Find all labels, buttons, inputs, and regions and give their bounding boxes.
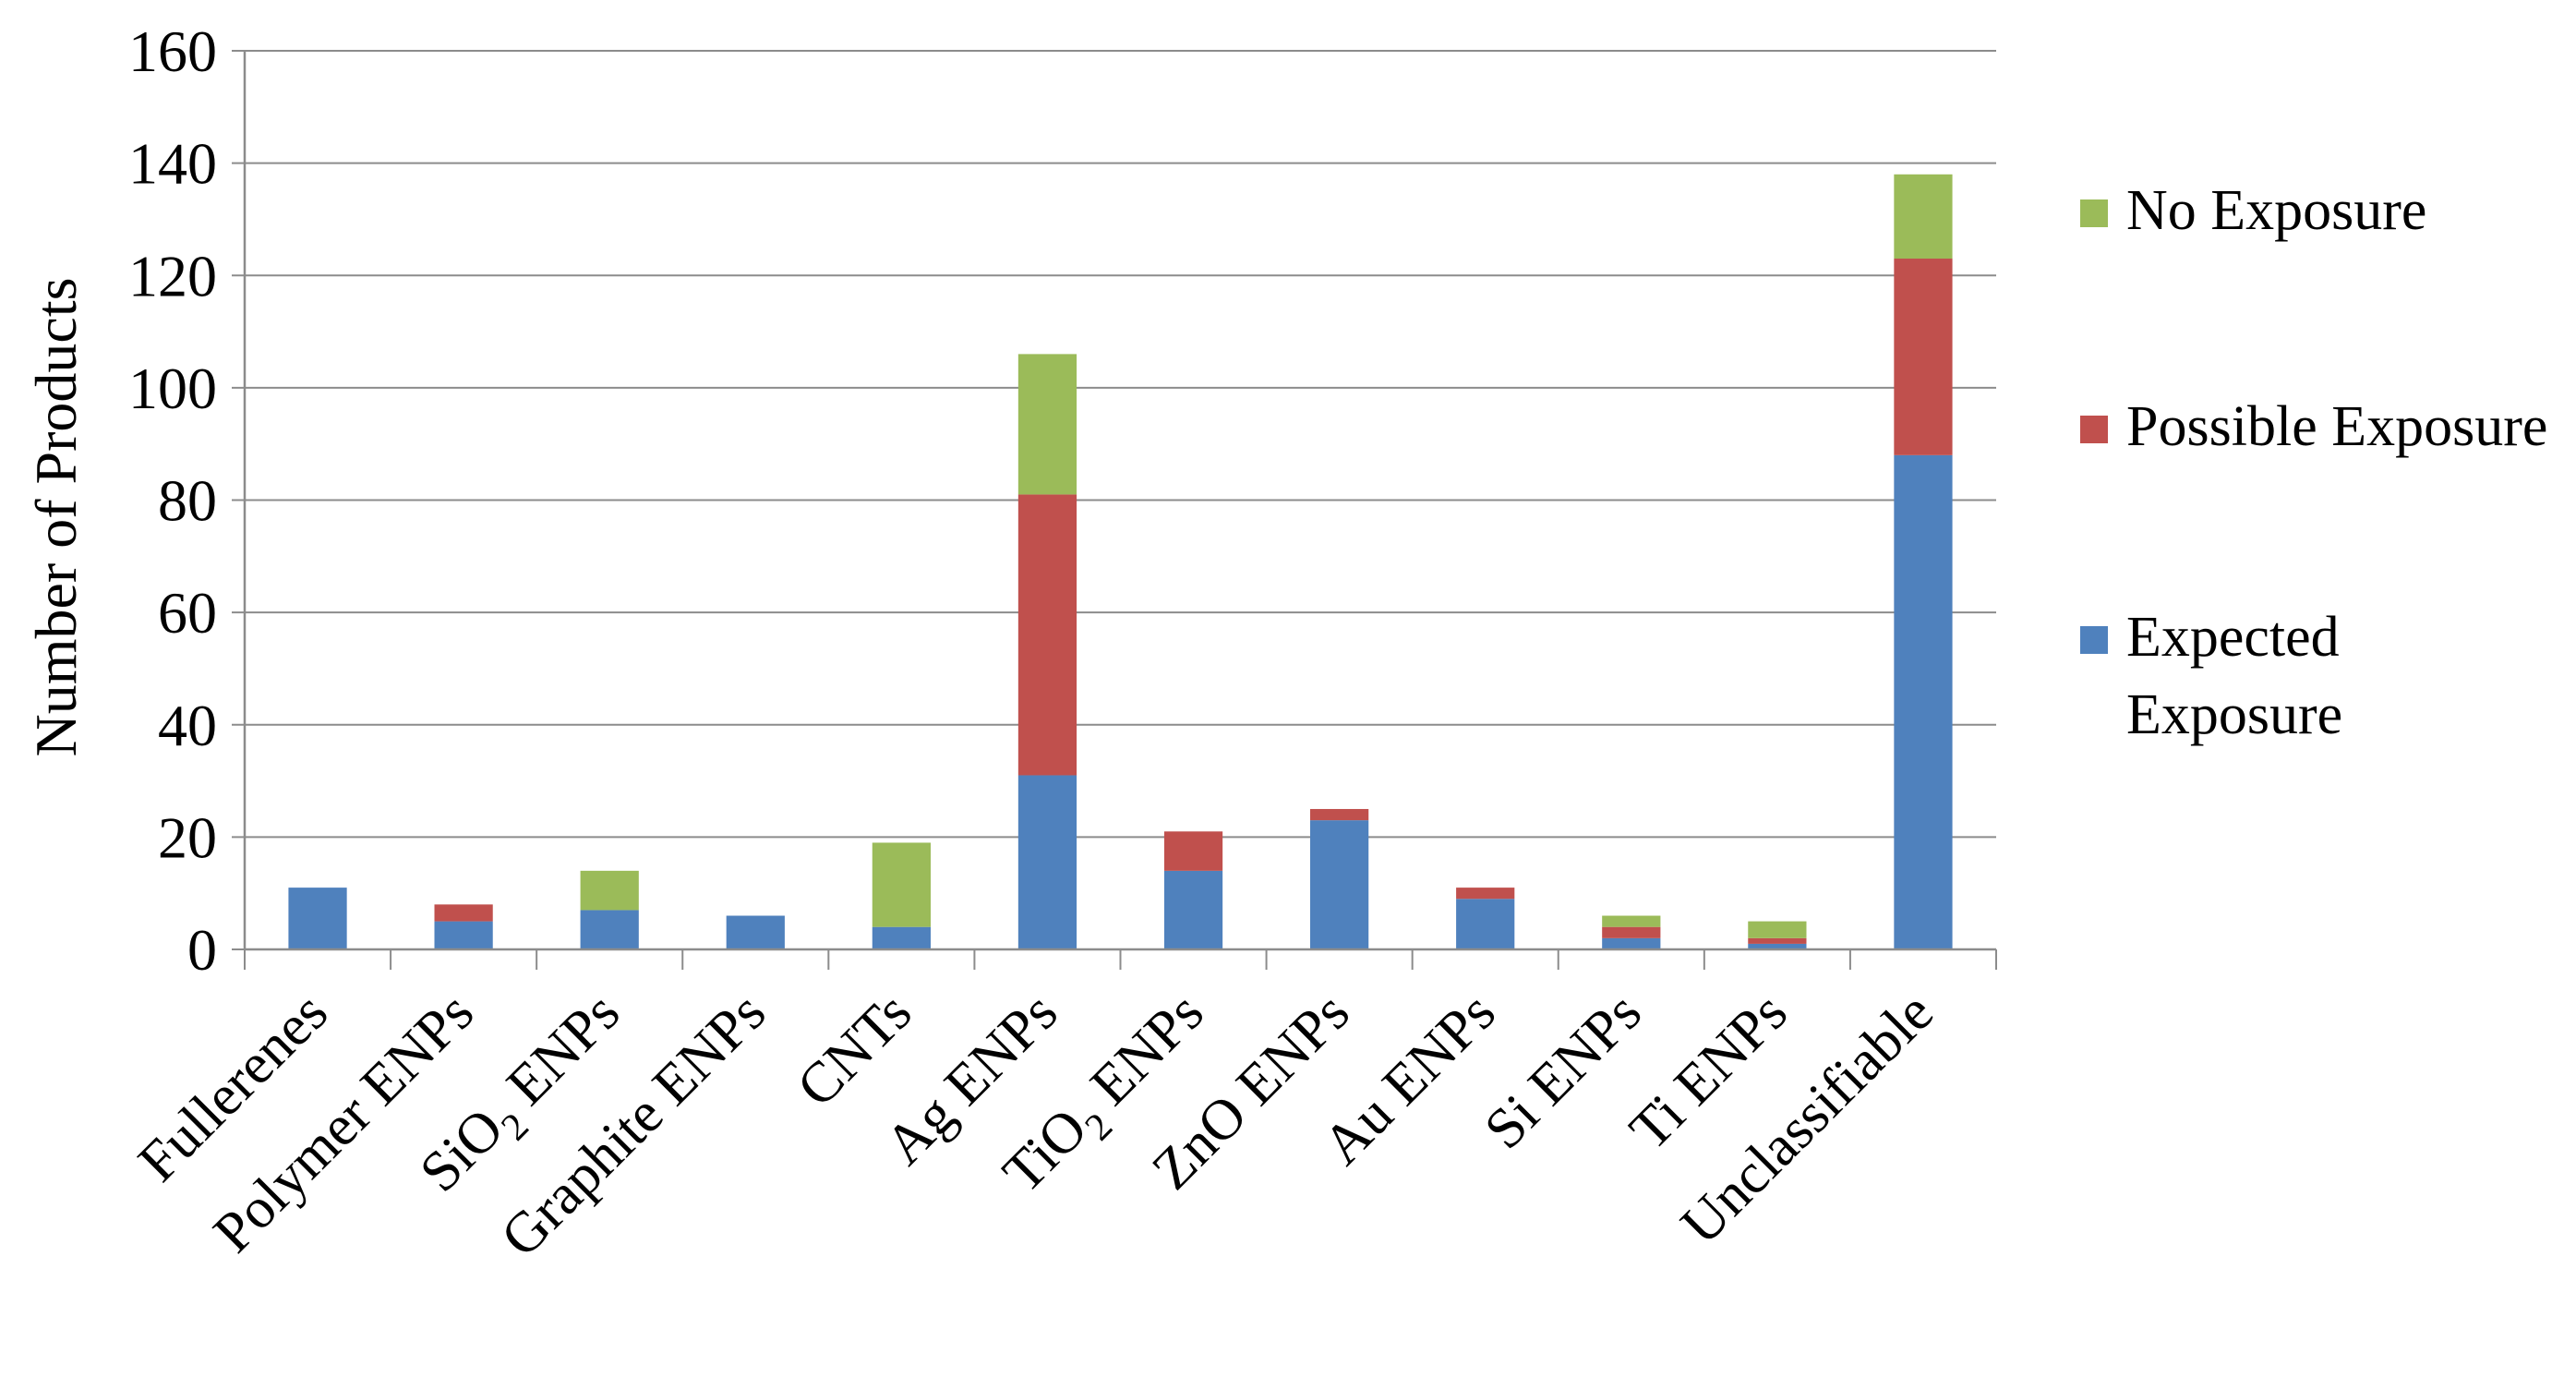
bar-segment [1602,926,1661,938]
x-category-label: Unclassifiable [1669,981,1945,1257]
bar-segment [1310,808,1369,821]
bar-segment [1163,870,1223,949]
bar-segment [1748,921,1807,938]
bar-segment [1310,820,1369,949]
y-tick-label: 80 [158,468,217,534]
x-category-label: CNTs [786,981,924,1119]
x-category-label: Polymer ENPs [202,981,486,1264]
legend-item: Possible Exposure [2080,395,2547,458]
bar-segment [1602,937,1661,949]
y-tick-labels: 0 20 40 60 80 100 120 140 160 [128,18,217,983]
bar-segment [434,904,493,922]
bar-segment [580,910,639,949]
bar-segment [1748,943,1807,949]
legend-swatch [2080,626,2108,654]
legend: No Exposure Possible Exposure Expected Expo… [2080,179,2547,746]
bar-segment [872,842,931,927]
bars [288,174,1953,950]
bar-segment [1894,174,1953,260]
bar-segment [1017,775,1077,949]
bar-segment [1163,831,1223,871]
gridlines [245,50,1996,839]
y-tick-label: 160 [128,18,217,84]
bar-segment [434,921,493,949]
y-tick-label: 60 [158,580,217,646]
bar-segment [1017,494,1077,776]
bar-segment [288,888,347,949]
bar-segment [1894,259,1953,455]
x-category-label: Graphite ENPs [489,981,777,1269]
legend-item: Expected Exposure [2080,606,2342,746]
y-axis-label: Number of Products [23,277,89,756]
y-tick-label: 100 [128,356,217,421]
bar-segment [1456,899,1515,949]
y-tick-label: 0 [187,917,217,983]
bar-segment [1456,888,1515,900]
y-tick-label: 140 [128,131,217,197]
legend-swatch [2080,199,2108,227]
bar-segment [1748,937,1807,944]
bar-segment [580,870,639,911]
legend-label: No Exposure [2126,179,2426,242]
bar-segment [872,926,931,949]
bar-segment [726,915,785,949]
legend-item: No Exposure [2080,179,2426,242]
y-tick-label: 40 [158,693,217,758]
y-tick-label: 20 [158,804,217,870]
x-category-label: Si ENPs [1473,981,1653,1161]
legend-swatch [2080,416,2108,443]
y-tick-label: 120 [128,243,217,308]
bar-segment [1017,354,1077,495]
axes [232,50,1997,970]
legend-label: Expected Exposure [2126,606,2342,746]
bar-segment [1602,915,1661,927]
legend-label: Possible Exposure [2126,395,2547,458]
bar-segment [1894,454,1953,950]
